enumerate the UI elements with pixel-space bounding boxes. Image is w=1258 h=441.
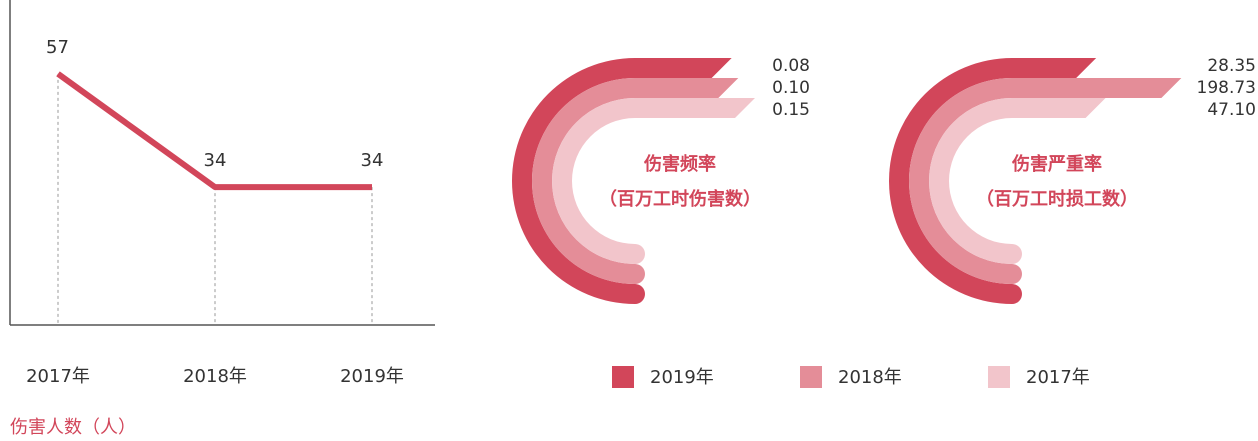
chart-title: 伤害人数（人） [10, 417, 136, 438]
data-label: 0.10 [772, 78, 810, 98]
chart-title: 伤害严重率 [1011, 153, 1102, 175]
radial-bar [929, 98, 1106, 264]
data-label: 0.08 [772, 56, 810, 76]
legend-swatch [988, 366, 1010, 388]
x-tick-label: 2018年 [183, 366, 247, 387]
x-tick-label: 2017年 [26, 366, 90, 387]
line [56, 71, 372, 191]
chart-title: 伤害频率 [643, 153, 716, 175]
radial-bar [552, 98, 755, 264]
data-label: 0.15 [772, 100, 810, 120]
legend-swatch [800, 366, 822, 388]
legend-label: 2017年 [1026, 367, 1090, 388]
x-tick-label: 2019年 [340, 366, 404, 387]
legend-label: 2019年 [650, 367, 714, 388]
data-label: 28.35 [1207, 56, 1256, 76]
chart-subtitle: （百万工时损工数） [976, 188, 1138, 210]
data-label: 57 [46, 37, 69, 58]
legend-swatch [612, 366, 634, 388]
chart-subtitle: （百万工时伤害数） [599, 188, 761, 210]
legend-label: 2018年 [838, 367, 902, 388]
data-label: 198.73 [1197, 78, 1256, 98]
data-label: 34 [204, 150, 227, 171]
data-label: 34 [361, 150, 384, 171]
data-label: 47.10 [1207, 100, 1256, 120]
